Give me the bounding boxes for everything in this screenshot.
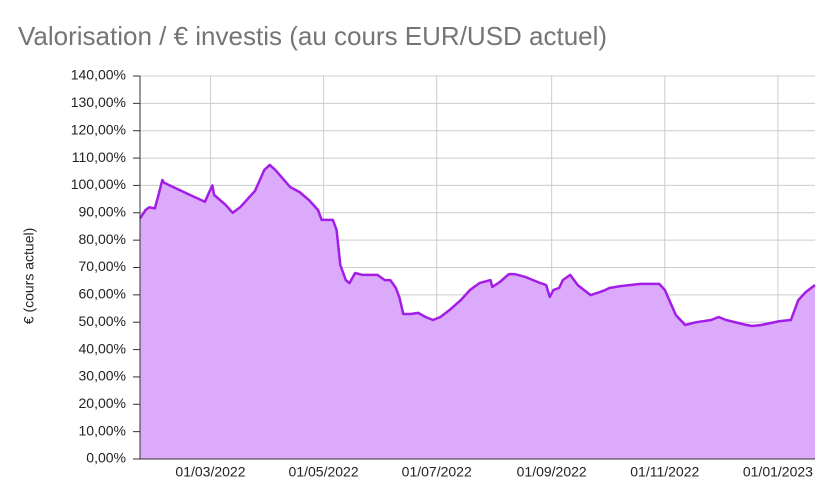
- chart-title: Valorisation / € investis (au cours EUR/…: [18, 21, 607, 51]
- x-tick-label: 01/07/2022: [402, 464, 472, 480]
- x-tick-label: 01/03/2022: [175, 464, 245, 480]
- y-axis-label: € (cours actuel): [21, 228, 37, 324]
- y-tick-label: 100,00%: [71, 176, 126, 192]
- line: [138, 163, 816, 328]
- x-tick-label: 01/05/2022: [289, 464, 359, 480]
- y-tick-label: 80,00%: [79, 231, 126, 247]
- y-tick-label: 60,00%: [79, 286, 126, 302]
- x-tick-label: 01/09/2022: [517, 464, 587, 480]
- y-tick-label: 50,00%: [79, 313, 126, 329]
- y-tick-label: 20,00%: [79, 395, 126, 411]
- area-fill: [140, 164, 815, 459]
- y-tick-label: 40,00%: [79, 340, 126, 356]
- y-tick-label: 140,00%: [71, 67, 126, 83]
- x-tick-label: 01/01/2023: [743, 464, 813, 480]
- y-tick-label: 10,00%: [79, 422, 126, 438]
- y-tick-label: 0,00%: [86, 450, 126, 466]
- y-tick-label: 30,00%: [79, 368, 126, 384]
- y-tick-label: 70,00%: [79, 258, 126, 274]
- y-tick-label: 120,00%: [71, 121, 126, 137]
- y-tick-label: 130,00%: [71, 94, 126, 110]
- y-tick-label: 110,00%: [72, 149, 126, 165]
- y-tick-label: 90,00%: [79, 203, 126, 219]
- x-tick-label: 01/11/2022: [630, 464, 699, 480]
